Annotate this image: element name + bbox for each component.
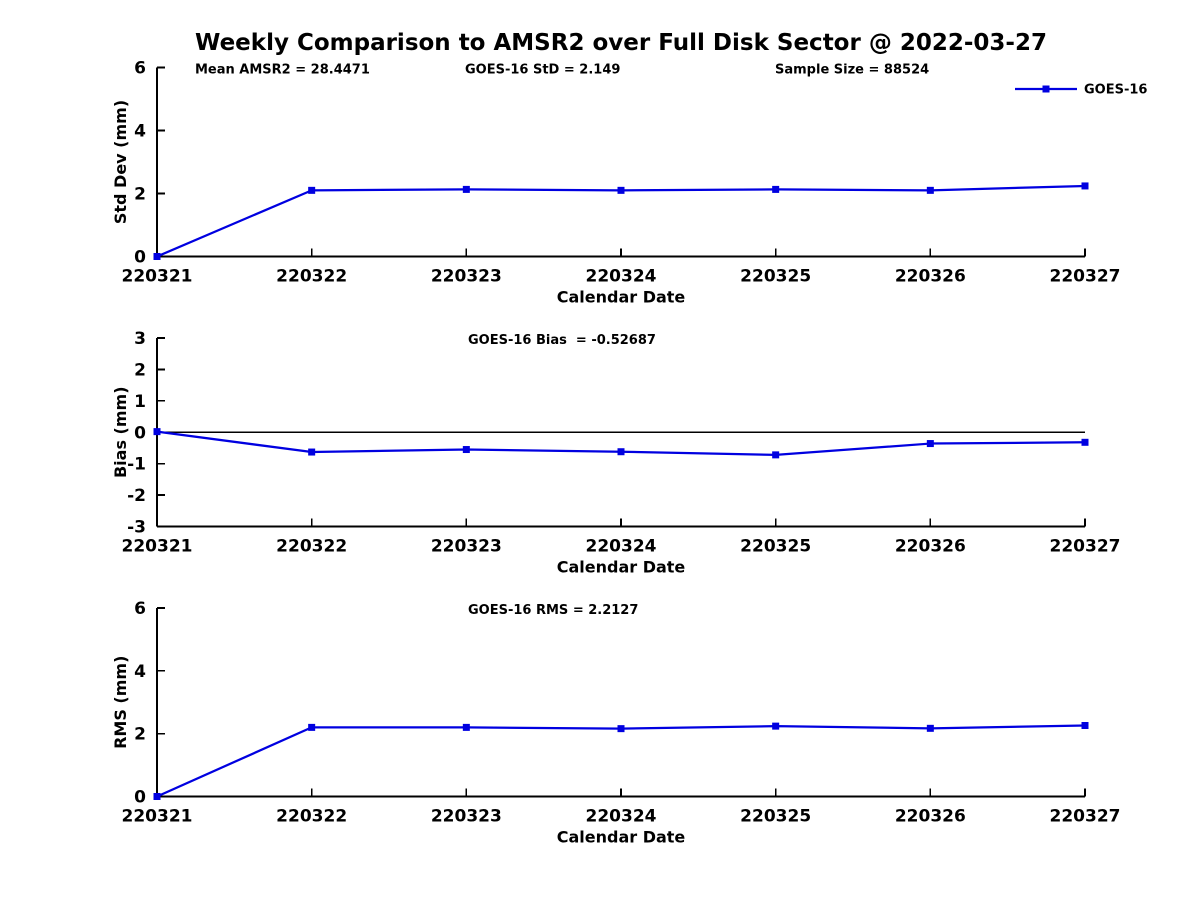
x-tick-label: 220325 bbox=[740, 537, 811, 557]
y-tick-label: -1 bbox=[127, 455, 146, 475]
chart-bias: -3 -2 -1 0 1 2 3 220321 220322 220323 220324 220325… bbox=[111, 329, 1120, 577]
annotation-text: GOES-16 StD = 2.149 bbox=[465, 63, 620, 78]
annotation-text: Mean AMSR2 = 28.4471 bbox=[195, 63, 370, 78]
legend-label: GOES-16 bbox=[1084, 83, 1147, 98]
rms-marker bbox=[926, 724, 934, 732]
y-tick-label: 2 bbox=[134, 185, 146, 205]
x-tick-label: 220324 bbox=[586, 267, 657, 287]
chart-std-dev: 0 2 4 6 220321 220322 220323 220324 220325 220326… bbox=[111, 59, 1147, 307]
x-tick-label: 220327 bbox=[1050, 807, 1121, 827]
y-tick-label: -2 bbox=[127, 486, 146, 506]
rms-marker bbox=[617, 725, 625, 733]
std-dev-marker bbox=[462, 185, 470, 193]
bias-marker bbox=[926, 440, 934, 448]
y-axis-title: Bias (mm) bbox=[111, 386, 130, 478]
x-axis-title: Calendar Date bbox=[557, 558, 686, 577]
bias-marker bbox=[617, 448, 625, 456]
y-tick-label: 4 bbox=[134, 662, 146, 682]
bias-marker bbox=[772, 451, 780, 459]
x-axis-title: Calendar Date bbox=[557, 828, 686, 847]
std-dev-line bbox=[156, 184, 1086, 258]
x-tick-label: 220322 bbox=[276, 267, 347, 287]
y-tick-label: 2 bbox=[134, 360, 146, 380]
x-tick-label: 220325 bbox=[740, 267, 811, 287]
x-tick-label: 220323 bbox=[431, 537, 502, 557]
y-tick-label: 3 bbox=[134, 329, 146, 349]
figure-title: Weekly Comparison to AMSR2 over Full Dis… bbox=[195, 30, 1047, 56]
x-tick-label: 220321 bbox=[122, 267, 193, 287]
y-tick-label: -3 bbox=[127, 518, 146, 538]
annotation-text: GOES-16 Bias = -0.52687 bbox=[468, 333, 656, 348]
bias-marker bbox=[1081, 438, 1089, 446]
y-tick-label: 0 bbox=[134, 788, 146, 808]
legend-marker bbox=[1042, 85, 1050, 93]
y-axis-title: RMS (mm) bbox=[111, 656, 130, 749]
x-tick-label: 220321 bbox=[122, 537, 193, 557]
y-axis-title: Std Dev (mm) bbox=[111, 100, 130, 224]
x-tick-label: 220325 bbox=[740, 807, 811, 827]
x-tick-label: 220323 bbox=[431, 267, 502, 287]
x-tick-label: 220327 bbox=[1050, 267, 1121, 287]
rms-marker bbox=[1081, 721, 1089, 729]
x-tick-label: 220324 bbox=[586, 537, 657, 557]
std-dev-marker bbox=[153, 253, 161, 260]
std-dev-marker bbox=[1081, 182, 1089, 190]
std-dev-marker bbox=[308, 186, 316, 194]
x-tick-label: 220326 bbox=[895, 807, 966, 827]
std-dev-marker bbox=[926, 186, 934, 194]
rms-marker bbox=[772, 722, 780, 730]
x-tick-label: 220323 bbox=[431, 807, 502, 827]
y-tick-label: 0 bbox=[134, 423, 146, 443]
x-axis-title: Calendar Date bbox=[557, 288, 686, 307]
y-tick-label: 1 bbox=[134, 392, 146, 412]
x-tick-label: 220321 bbox=[122, 807, 193, 827]
annotation-text: GOES-16 RMS = 2.2127 bbox=[468, 603, 638, 618]
std-dev-marker bbox=[617, 186, 625, 194]
std-dev-marker bbox=[772, 185, 780, 193]
y-tick-label: 6 bbox=[134, 59, 146, 79]
y-tick-label: 0 bbox=[134, 248, 146, 268]
bias-marker bbox=[153, 428, 161, 436]
rms-marker bbox=[153, 793, 161, 800]
bias-marker bbox=[308, 448, 316, 456]
chart-rms: 0 2 4 6 220321 220322 220323 220324 220325 220326… bbox=[111, 599, 1120, 847]
x-tick-label: 220327 bbox=[1050, 537, 1121, 557]
x-tick-label: 220322 bbox=[276, 807, 347, 827]
rms-marker bbox=[308, 723, 316, 731]
x-tick-label: 220322 bbox=[276, 537, 347, 557]
rms-line bbox=[156, 724, 1086, 798]
x-tick-label: 220324 bbox=[586, 807, 657, 827]
rms-marker bbox=[462, 723, 470, 731]
x-tick-label: 220326 bbox=[895, 537, 966, 557]
x-tick-label: 220326 bbox=[895, 267, 966, 287]
y-tick-label: 2 bbox=[134, 725, 146, 745]
y-tick-label: 6 bbox=[134, 599, 146, 619]
y-tick-label: 4 bbox=[134, 122, 146, 142]
annotation-text: Sample Size = 88524 bbox=[775, 63, 929, 78]
bias-marker bbox=[462, 446, 470, 454]
